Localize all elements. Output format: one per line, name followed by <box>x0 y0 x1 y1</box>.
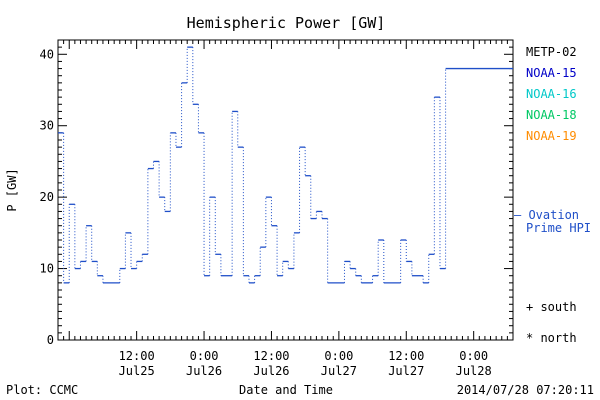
x-tick-time-label: 12:00 <box>388 349 424 363</box>
symbol-legend-south: + south <box>526 300 577 314</box>
ovation-legend-line1: — Ovation <box>514 208 579 222</box>
footer-timestamp: 2014/07/28 07:20:11 <box>457 383 594 397</box>
y-axis: 0 10 20 30 40 <box>40 39 513 347</box>
y-tick-label: 20 <box>40 190 54 204</box>
y-tick-label: 10 <box>40 262 54 276</box>
y-axis-label: P [GW] <box>5 168 19 211</box>
x-tick-time-label: 0:00 <box>459 349 488 363</box>
plot-frame <box>57 39 514 341</box>
x-tick-date-label: Jul26 <box>186 364 222 378</box>
chart-title: Hemispheric Power [GW] <box>187 14 386 32</box>
x-axis: 12:00Jul250:00Jul2612:00Jul260:00Jul2712… <box>57 40 514 378</box>
x-tick-date-label: Jul27 <box>321 364 357 378</box>
legend-item: NOAA-16 <box>526 87 577 101</box>
x-tick-date-label: Jul26 <box>253 364 289 378</box>
ovation-legend-line2: Prime HPI <box>526 221 591 235</box>
legend-item: NOAA-18 <box>526 108 577 122</box>
legend-item: NOAA-19 <box>526 129 577 143</box>
series-layer <box>58 46 513 284</box>
y-tick-label: 40 <box>40 47 54 61</box>
x-tick-time-label: 12:00 <box>253 349 289 363</box>
footer-plot-credit: Plot: CCMC <box>6 383 78 397</box>
legend-item: METP-02 <box>526 45 577 59</box>
legend-item: NOAA-15 <box>526 66 577 80</box>
x-tick-time-label: 0:00 <box>324 349 353 363</box>
x-tick-time-label: 12:00 <box>119 349 155 363</box>
x-axis-label: Date and Time <box>239 383 333 397</box>
x-tick-time-label: 0:00 <box>190 349 219 363</box>
symbol-legend-north: * north <box>526 331 577 345</box>
y-tick-label: 0 <box>47 333 54 347</box>
x-tick-date-label: Jul28 <box>456 364 492 378</box>
legend: METP-02 NOAA-15 NOAA-16 NOAA-18 NOAA-19 <box>526 45 577 143</box>
x-tick-date-label: Jul25 <box>119 364 155 378</box>
y-tick-label: 30 <box>40 119 54 133</box>
x-tick-date-label: Jul27 <box>388 364 424 378</box>
